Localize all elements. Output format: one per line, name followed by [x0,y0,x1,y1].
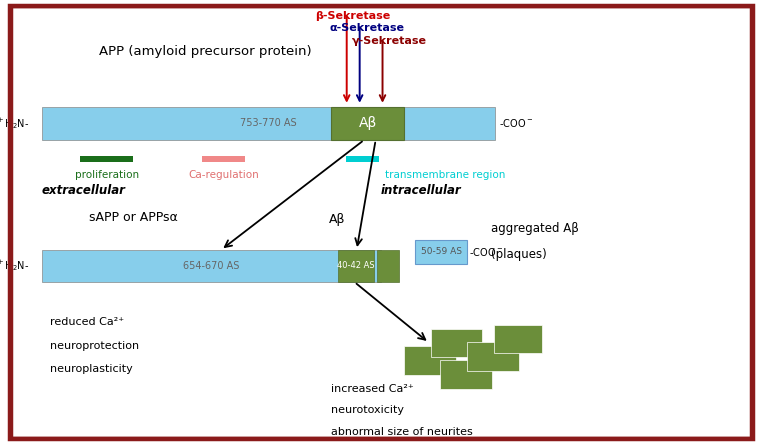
Text: neuroplasticity: neuroplasticity [50,364,133,374]
Bar [415,240,467,264]
Bar [346,156,379,162]
Text: $^+$H$_2$N-: $^+$H$_2$N- [0,258,29,274]
Text: abnormal size of neurites: abnormal size of neurites [331,427,473,437]
Text: Aβ: Aβ [359,116,376,130]
Text: reduced Ca²⁺: reduced Ca²⁺ [50,317,123,328]
Bar [42,250,381,282]
Text: 50-59 AS: 50-59 AS [421,247,462,257]
Text: proliferation: proliferation [75,170,139,180]
Bar [331,107,404,140]
Text: neurotoxicity: neurotoxicity [331,405,405,416]
Text: $^+$H$_2$N-: $^+$H$_2$N- [0,116,29,131]
Text: sAPP or APPsα: sAPP or APPsα [89,211,178,224]
Text: intracellular: intracellular [381,184,462,198]
Text: -COO$^-$: -COO$^-$ [469,246,504,258]
Bar [494,325,542,353]
Text: α-Sekretase: α-Sekretase [329,23,404,33]
Text: 40-42 AS: 40-42 AS [337,262,375,270]
Text: aggregated Aβ: aggregated Aβ [491,222,579,235]
Bar [80,156,133,162]
Bar [42,107,495,140]
Text: extracellular: extracellular [42,184,126,198]
Bar [377,250,399,282]
Bar [202,156,245,162]
Text: (plaques): (plaques) [491,248,547,261]
Text: neuroprotection: neuroprotection [50,341,139,351]
Text: transmembrane region: transmembrane region [385,170,505,180]
Text: -COO$^-$: -COO$^-$ [499,117,533,130]
Text: Ca-regulation: Ca-regulation [188,170,258,180]
Text: Aβ: Aβ [329,213,346,226]
Text: APP (amyloid precursor protein): APP (amyloid precursor protein) [99,44,312,58]
Text: β-Sekretase: β-Sekretase [315,11,390,21]
Bar [404,346,456,375]
Bar [431,329,482,357]
Bar [338,250,374,282]
Text: 654-670 AS: 654-670 AS [184,261,239,271]
Bar [440,360,492,388]
Bar [467,342,519,371]
Text: 753-770 AS: 753-770 AS [240,118,297,128]
Text: increased Ca²⁺: increased Ca²⁺ [331,384,415,394]
Text: γ-Sekretase: γ-Sekretase [352,36,427,47]
